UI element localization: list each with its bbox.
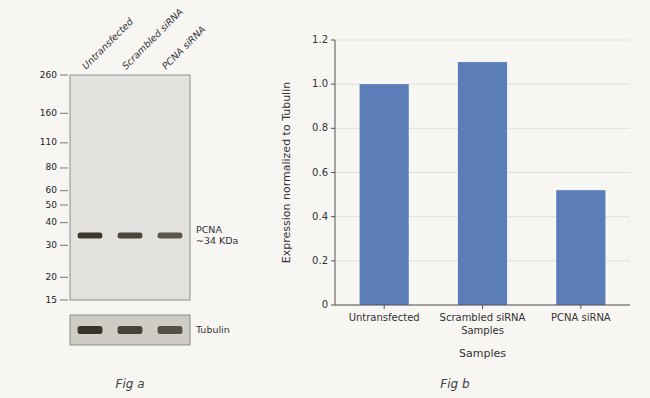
bar	[458, 62, 507, 305]
x-tick-label: Scrambled siRNA Samples	[440, 312, 526, 336]
bars	[360, 62, 606, 305]
y-tick-label: 0.2	[312, 255, 328, 266]
mw-label: 40	[46, 217, 58, 227]
mw-marker	[60, 190, 68, 191]
loading-control-band	[118, 326, 143, 334]
mw-label: 60	[46, 185, 58, 195]
panel-caption: Fig b	[440, 377, 470, 391]
y-tick-label: 1.2	[312, 34, 328, 45]
band	[118, 232, 143, 238]
panel-caption: Fig a	[115, 377, 144, 391]
bar	[360, 84, 409, 305]
text-line: ~34 KDa	[196, 235, 238, 246]
x-tick	[384, 305, 385, 309]
text-line: PCNA	[196, 223, 222, 234]
mw-label: 30	[46, 240, 58, 250]
mw-marker	[60, 142, 68, 143]
y-tick	[331, 40, 335, 41]
y-tick-label: 0.4	[312, 211, 328, 222]
x-tick	[482, 305, 483, 309]
bar-panel: 0 0.2 0.4 0.6 0.8 1.0 1.2 Untransfected Scramble…	[280, 34, 630, 391]
mw-marker	[60, 245, 68, 246]
y-tick	[331, 260, 335, 261]
mw-label: 160	[40, 108, 57, 118]
loading-control-band	[78, 326, 103, 334]
mw-marker	[60, 277, 68, 278]
mw-label: 110	[40, 137, 57, 147]
blot-panel: 26016011080605040302015UntransfectedScra…	[40, 6, 239, 391]
figure: 260 160 110 80 60 50 40 30 20 15 Untransfected Scra…	[0, 0, 650, 398]
y-tick	[331, 128, 335, 129]
band-label: PCNA~34 KDa	[196, 223, 238, 246]
y-tick	[331, 305, 335, 306]
y-tick	[331, 84, 335, 85]
y-tick-label: 0.6	[312, 167, 328, 178]
band	[78, 232, 103, 238]
mw-marker	[60, 113, 68, 114]
y-tick-label: 0	[322, 299, 328, 310]
mw-marker	[60, 75, 68, 76]
mw-label: 20	[46, 272, 58, 282]
x-tick	[580, 305, 581, 309]
mw-marker	[60, 205, 68, 206]
band-label: Tubulin	[195, 324, 230, 335]
mw-label: 80	[46, 162, 58, 172]
mw-label: 15	[46, 295, 57, 305]
y-tick	[331, 172, 335, 173]
x-tick-label: Untransfected	[349, 312, 420, 323]
y-tick	[331, 216, 335, 217]
text-line: Samples	[461, 325, 504, 336]
y-axis-label: Expression normalized to Tubulin	[280, 82, 293, 263]
mw-label: 260	[40, 70, 57, 80]
mw-marker	[60, 167, 68, 168]
bar	[556, 190, 605, 305]
text-line: Scrambled siRNA	[440, 312, 526, 323]
tick-guide	[335, 40, 630, 41]
x-axis-label: Samples	[459, 347, 506, 360]
mw-marker	[60, 222, 68, 223]
loading-control-strip	[70, 315, 190, 345]
y-axis-line	[335, 40, 336, 305]
band	[158, 232, 183, 238]
y-tick-label: 0.8	[312, 122, 328, 133]
mw-marker	[60, 300, 68, 301]
loading-control-band	[158, 326, 183, 334]
blot-membrane	[70, 75, 190, 300]
lane-label: PCNA siRNA	[160, 23, 208, 71]
x-tick-label: PCNA siRNA	[551, 312, 611, 323]
mw-label: 50	[46, 200, 58, 210]
y-tick-label: 1.0	[312, 78, 328, 89]
